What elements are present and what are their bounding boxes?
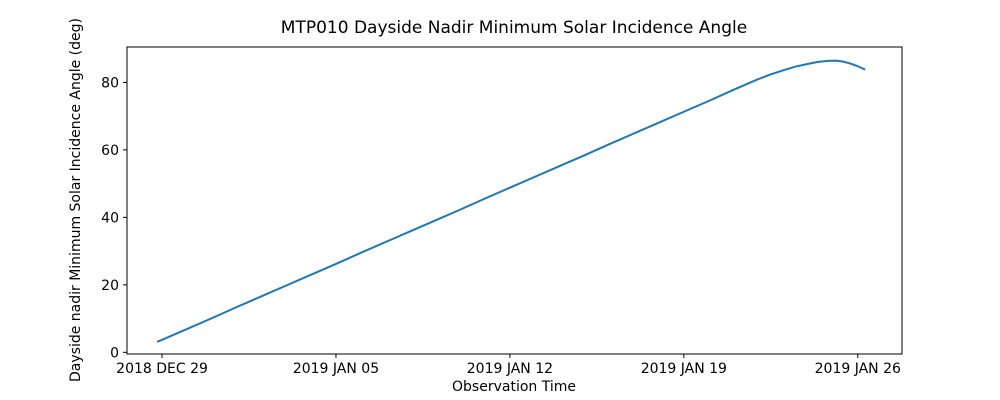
y-tick-label: 20 xyxy=(101,278,119,294)
chart-title: MTP010 Dayside Nadir Minimum Solar Incid… xyxy=(281,18,747,38)
y-tick-label: 80 xyxy=(101,75,119,91)
y-tick-label: 60 xyxy=(101,143,119,159)
x-axis: 2018 DEC 29 2019 JAN 05 2019 JAN 12 2019 JA… xyxy=(116,354,901,377)
x-tick-label: 2019 JAN 19 xyxy=(641,361,727,377)
x-tick-label: 2018 DEC 29 xyxy=(116,361,208,377)
data-line xyxy=(156,59,866,343)
y-axis: 0 20 40 60 80 xyxy=(101,75,127,361)
y-tick-label: 40 xyxy=(101,210,119,226)
y-axis-label: Dayside nadir Minimum Solar Incidence An… xyxy=(68,18,84,382)
x-axis-label: Observation Time xyxy=(452,379,576,395)
x-tick-label: 2019 JAN 05 xyxy=(293,361,379,377)
x-tick-label: 2019 JAN 12 xyxy=(467,361,553,377)
x-tick-label: 2019 JAN 26 xyxy=(815,361,901,377)
y-tick-label: 0 xyxy=(110,345,119,361)
plot-area-border xyxy=(126,46,903,355)
